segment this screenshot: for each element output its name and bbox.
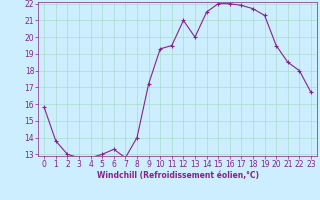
X-axis label: Windchill (Refroidissement éolien,°C): Windchill (Refroidissement éolien,°C) [97, 171, 259, 180]
